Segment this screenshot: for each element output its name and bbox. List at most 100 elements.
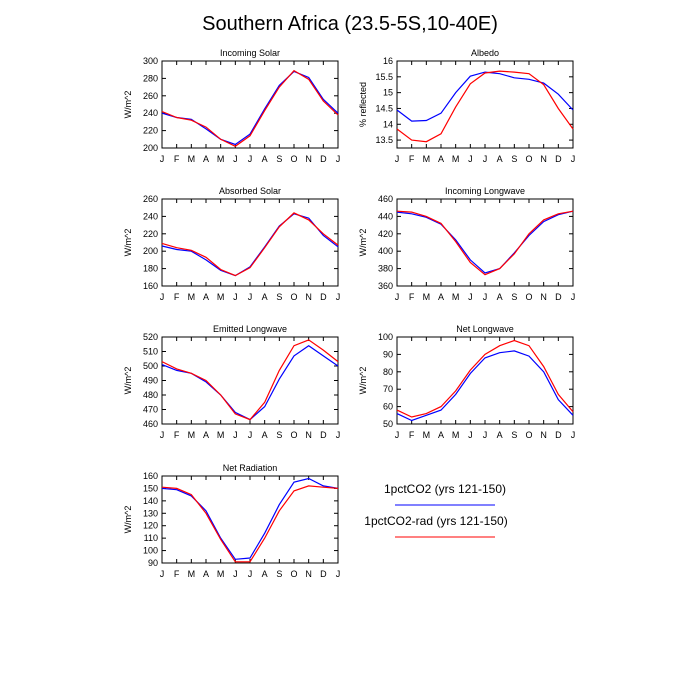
x-tick-label: S <box>511 292 517 302</box>
y-tick-label: 490 <box>143 376 158 386</box>
plot-frame <box>396 336 574 425</box>
y-tick-label: 200 <box>143 246 158 256</box>
x-tick-label: A <box>262 154 268 164</box>
x-tick-label: M <box>217 430 225 440</box>
x-tick-label: M <box>188 292 196 302</box>
y-tick-label: 70 <box>383 384 393 394</box>
x-tick-label: J <box>483 292 488 302</box>
y-tick-label: 80 <box>383 367 393 377</box>
x-tick-label: S <box>511 430 517 440</box>
x-tick-label: J <box>248 569 253 579</box>
panel-title: Incoming Solar <box>220 48 280 58</box>
x-tick-label: N <box>540 292 547 302</box>
series-line-1pctco2-rad <box>161 212 339 277</box>
x-tick-label: S <box>276 430 282 440</box>
plot-frame <box>161 336 339 425</box>
series-line-1pctco2 <box>396 210 574 274</box>
x-tick-label: A <box>497 292 503 302</box>
x-tick-label: M <box>423 430 431 440</box>
y-tick-label: 140 <box>143 496 158 506</box>
y-tick-label: 220 <box>143 126 158 136</box>
y-tick-label: 480 <box>143 390 158 400</box>
y-tick-label: 90 <box>383 349 393 359</box>
x-tick-label: A <box>438 292 444 302</box>
x-tick-label: J <box>160 154 165 164</box>
y-tick-label: 440 <box>378 211 393 221</box>
x-tick-label: M <box>423 154 431 164</box>
x-tick-label: S <box>511 154 517 164</box>
y-tick-label: 160 <box>143 281 158 291</box>
x-tick-label: N <box>540 154 547 164</box>
y-tick-label: 150 <box>143 483 158 493</box>
x-tick-label: O <box>290 430 297 440</box>
x-tick-label: M <box>217 154 225 164</box>
y-tick-label: 380 <box>378 264 393 274</box>
x-tick-label: N <box>305 430 312 440</box>
x-tick-label: D <box>320 430 327 440</box>
y-tick-label: 220 <box>143 229 158 239</box>
y-axis-label: W/m^2 <box>123 91 133 119</box>
y-tick-label: 460 <box>143 419 158 429</box>
x-tick-label: J <box>233 569 238 579</box>
series-line-1pctco2 <box>396 71 574 122</box>
y-axis-label: W/m^2 <box>358 367 368 395</box>
y-tick-label: 15 <box>383 88 393 98</box>
x-tick-label: J <box>336 154 341 164</box>
series-line-1pctco2 <box>396 350 574 422</box>
x-tick-label: A <box>203 292 209 302</box>
y-tick-label: 130 <box>143 508 158 518</box>
x-tick-label: M <box>423 292 431 302</box>
y-tick-label: 120 <box>143 521 158 531</box>
x-tick-label: D <box>320 569 327 579</box>
panel-title: Emitted Longwave <box>213 324 287 334</box>
chart-panel: Incoming Longwave W/m^2 360 380 400 420 440 460… <box>358 186 575 302</box>
x-tick-label: M <box>452 292 460 302</box>
x-tick-label: J <box>233 292 238 302</box>
x-tick-label: F <box>409 430 415 440</box>
x-tick-label: O <box>290 154 297 164</box>
x-tick-label: J <box>483 154 488 164</box>
series-line-1pctco2 <box>161 344 339 421</box>
y-axis-label: W/m^2 <box>123 367 133 395</box>
plot-frame <box>396 60 574 149</box>
series-line-1pctco2-rad <box>396 339 574 418</box>
y-tick-label: 460 <box>378 194 393 204</box>
legend: 1pctCO2 (yrs 121-150) 1pctCO2-rad (yrs 1… <box>364 482 508 538</box>
x-tick-label: S <box>276 154 282 164</box>
y-tick-label: 90 <box>148 558 158 568</box>
figure-title: Southern Africa (23.5-5S,10-40E) <box>202 13 498 35</box>
x-tick-label: D <box>555 154 562 164</box>
chart-panel: Net Radiation W/m^2 90 100 110 120 130 140 150 16… <box>123 463 340 579</box>
series-line-1pctco2 <box>161 477 339 560</box>
plot-frame <box>161 198 339 287</box>
x-tick-label: O <box>525 292 532 302</box>
x-tick-label: N <box>305 154 312 164</box>
x-tick-label: J <box>395 154 400 164</box>
x-tick-label: D <box>320 154 327 164</box>
y-tick-label: 520 <box>143 332 158 342</box>
x-tick-label: J <box>248 292 253 302</box>
x-tick-label: O <box>290 292 297 302</box>
x-tick-label: J <box>571 292 576 302</box>
x-tick-label: J <box>395 430 400 440</box>
y-tick-label: 14 <box>383 119 393 129</box>
y-tick-label: 100 <box>378 332 393 342</box>
series-line-1pctco2-rad <box>396 210 574 276</box>
y-axis-label: W/m^2 <box>123 229 133 257</box>
x-tick-label: J <box>160 569 165 579</box>
x-tick-label: J <box>160 430 165 440</box>
x-tick-label: J <box>233 430 238 440</box>
y-tick-label: 500 <box>143 361 158 371</box>
x-tick-label: F <box>174 430 180 440</box>
y-tick-label: 360 <box>378 281 393 291</box>
x-tick-label: M <box>217 569 225 579</box>
panel-title: Net Radiation <box>223 463 278 473</box>
x-tick-label: A <box>262 430 268 440</box>
series-line-1pctco2 <box>161 70 339 146</box>
x-tick-label: J <box>483 430 488 440</box>
y-tick-label: 300 <box>143 56 158 66</box>
y-tick-label: 100 <box>143 546 158 556</box>
x-tick-label: A <box>203 430 209 440</box>
x-tick-label: D <box>320 292 327 302</box>
